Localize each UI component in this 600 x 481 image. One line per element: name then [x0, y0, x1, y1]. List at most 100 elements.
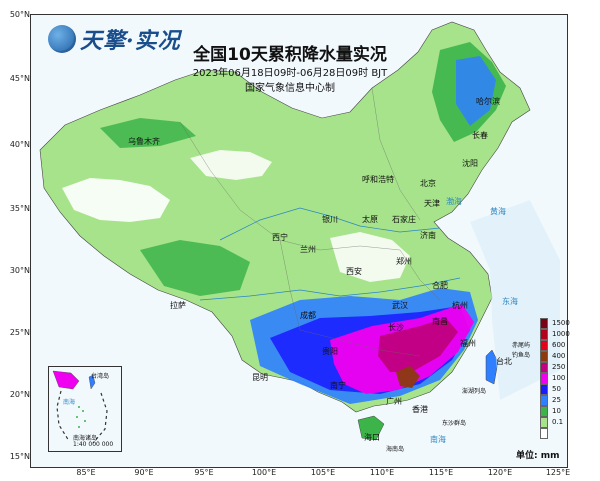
city-label: 杭州: [452, 301, 468, 310]
city-label: 西安: [346, 267, 362, 276]
legend-swatch: [540, 417, 548, 428]
inset-map: [52, 370, 108, 444]
legend-swatch: [540, 351, 548, 362]
city-label: 南昌: [432, 317, 448, 326]
yellow-river: [219, 207, 441, 241]
sea-label: 黄海: [490, 207, 506, 216]
lat-tick: 50°N: [9, 10, 30, 19]
inset-islands: [76, 406, 86, 428]
yangtze-river: [199, 277, 461, 301]
city-label: 沈阳: [462, 159, 478, 168]
lon-tick: 100°E: [251, 468, 277, 477]
city-label: 北京: [420, 179, 436, 188]
city-label: 银川: [322, 215, 338, 224]
city-label: 台北: [496, 357, 512, 366]
legend-item: 100: [540, 373, 568, 384]
legend-swatch: [540, 384, 548, 395]
city-label: 福州: [460, 339, 476, 348]
inset-label: 台湾岛: [91, 373, 110, 380]
legend-unit: 单位: mm: [516, 451, 560, 461]
legend-label: 10: [552, 407, 561, 415]
lon-tick: 120°E: [487, 468, 513, 477]
sea-label: 南海: [430, 435, 446, 444]
lon-tick: 105°E: [310, 468, 336, 477]
city-label: 济南: [420, 231, 436, 240]
legend-item: 1000: [540, 329, 570, 340]
inset-label: 南海: [63, 399, 76, 406]
legend-label: 1000: [552, 330, 570, 338]
legend-label: 600: [552, 341, 566, 349]
city-label: 太原: [362, 215, 378, 224]
lat-tick: 15°N: [9, 452, 30, 461]
legend-item: 400: [540, 351, 568, 362]
legend-label: 400: [552, 352, 566, 360]
lat-tick: 20°N: [9, 390, 30, 399]
lat-tick: 25°N: [9, 328, 30, 337]
brown-region-hotspot: [396, 366, 420, 388]
legend-item: 10: [540, 406, 568, 417]
city-label: 兰州: [300, 245, 316, 254]
island-label: 海南岛: [386, 446, 405, 453]
map-credit: 国家气象信息中心制: [245, 83, 335, 94]
legend-item: 250: [540, 362, 568, 373]
city-label: 哈尔滨: [476, 97, 500, 106]
lat-tick: 30°N: [9, 266, 30, 275]
sea-label: 渤海: [446, 197, 462, 206]
legend-label: 250: [552, 363, 566, 371]
dry-region-taklimakan: [62, 178, 170, 222]
legend-swatch: [540, 428, 548, 439]
legend-item: 50: [540, 384, 568, 395]
city-label: 香港: [412, 405, 428, 414]
lat-tick: 40°N: [9, 140, 30, 149]
legend-label: 0.1: [552, 418, 564, 426]
city-label: 贵阳: [322, 347, 338, 356]
map-subtitle: 2023年06月18日09时-06月28日09时 BJT: [192, 68, 388, 79]
province-borders: [179, 87, 441, 357]
city-label: 天津: [424, 199, 440, 208]
legend-swatch: [540, 340, 548, 351]
city-label: 昆明: [252, 373, 268, 382]
city-label: 长沙: [388, 323, 404, 332]
city-label: 南宁: [330, 381, 346, 390]
rivers: [199, 207, 461, 301]
east-sea-region: [470, 200, 560, 400]
city-label: 石家庄: [392, 215, 416, 224]
map-title: 全国10天累积降水量实况: [193, 45, 387, 65]
inset-mainland-coast: [52, 370, 80, 390]
sea-label: 东海: [502, 297, 518, 306]
legend-label: 1500: [552, 319, 570, 327]
legend-item: 25: [540, 395, 568, 406]
lat-tick: 35°N: [9, 204, 30, 213]
island-label: 钓鱼岛: [512, 352, 531, 359]
city-label: 乌鲁木齐: [128, 137, 160, 146]
south-china-sea-inset: 台湾岛 南海 南海诸岛 1:40 000 000: [48, 366, 122, 452]
city-label: 成都: [300, 311, 316, 320]
legend-item: [540, 428, 568, 439]
purple-region-south: [378, 318, 458, 372]
lon-tick: 125°E: [545, 468, 571, 477]
legend-item: 1500: [540, 318, 570, 329]
city-label: 呼和浩特: [362, 175, 394, 184]
city-label: 西宁: [272, 233, 288, 242]
legend-label: 50: [552, 385, 561, 393]
inset-scale: 1:40 000 000: [73, 441, 114, 448]
lat-tick: 45°N: [9, 74, 30, 83]
lon-tick: 90°E: [134, 468, 154, 477]
lon-tick: 115°E: [428, 468, 454, 477]
precip-legend: 1500 1000 600 400 250 100 50 25: [540, 318, 570, 439]
dry-region-gobi: [190, 150, 272, 180]
green-region-tianshan: [100, 118, 196, 148]
city-label: 海口: [364, 433, 380, 442]
blue-region-northeast: [456, 56, 496, 126]
city-label: 武汉: [392, 301, 408, 310]
lon-tick: 110°E: [369, 468, 395, 477]
legend-item: 0.1: [540, 417, 568, 428]
island-label: 赤尾屿: [512, 342, 531, 349]
legend-swatch: [540, 395, 548, 406]
island-label: 东沙群岛: [442, 420, 467, 427]
legend-label: 25: [552, 396, 561, 404]
city-label: 广州: [386, 397, 402, 406]
city-label: 合肥: [432, 281, 448, 290]
